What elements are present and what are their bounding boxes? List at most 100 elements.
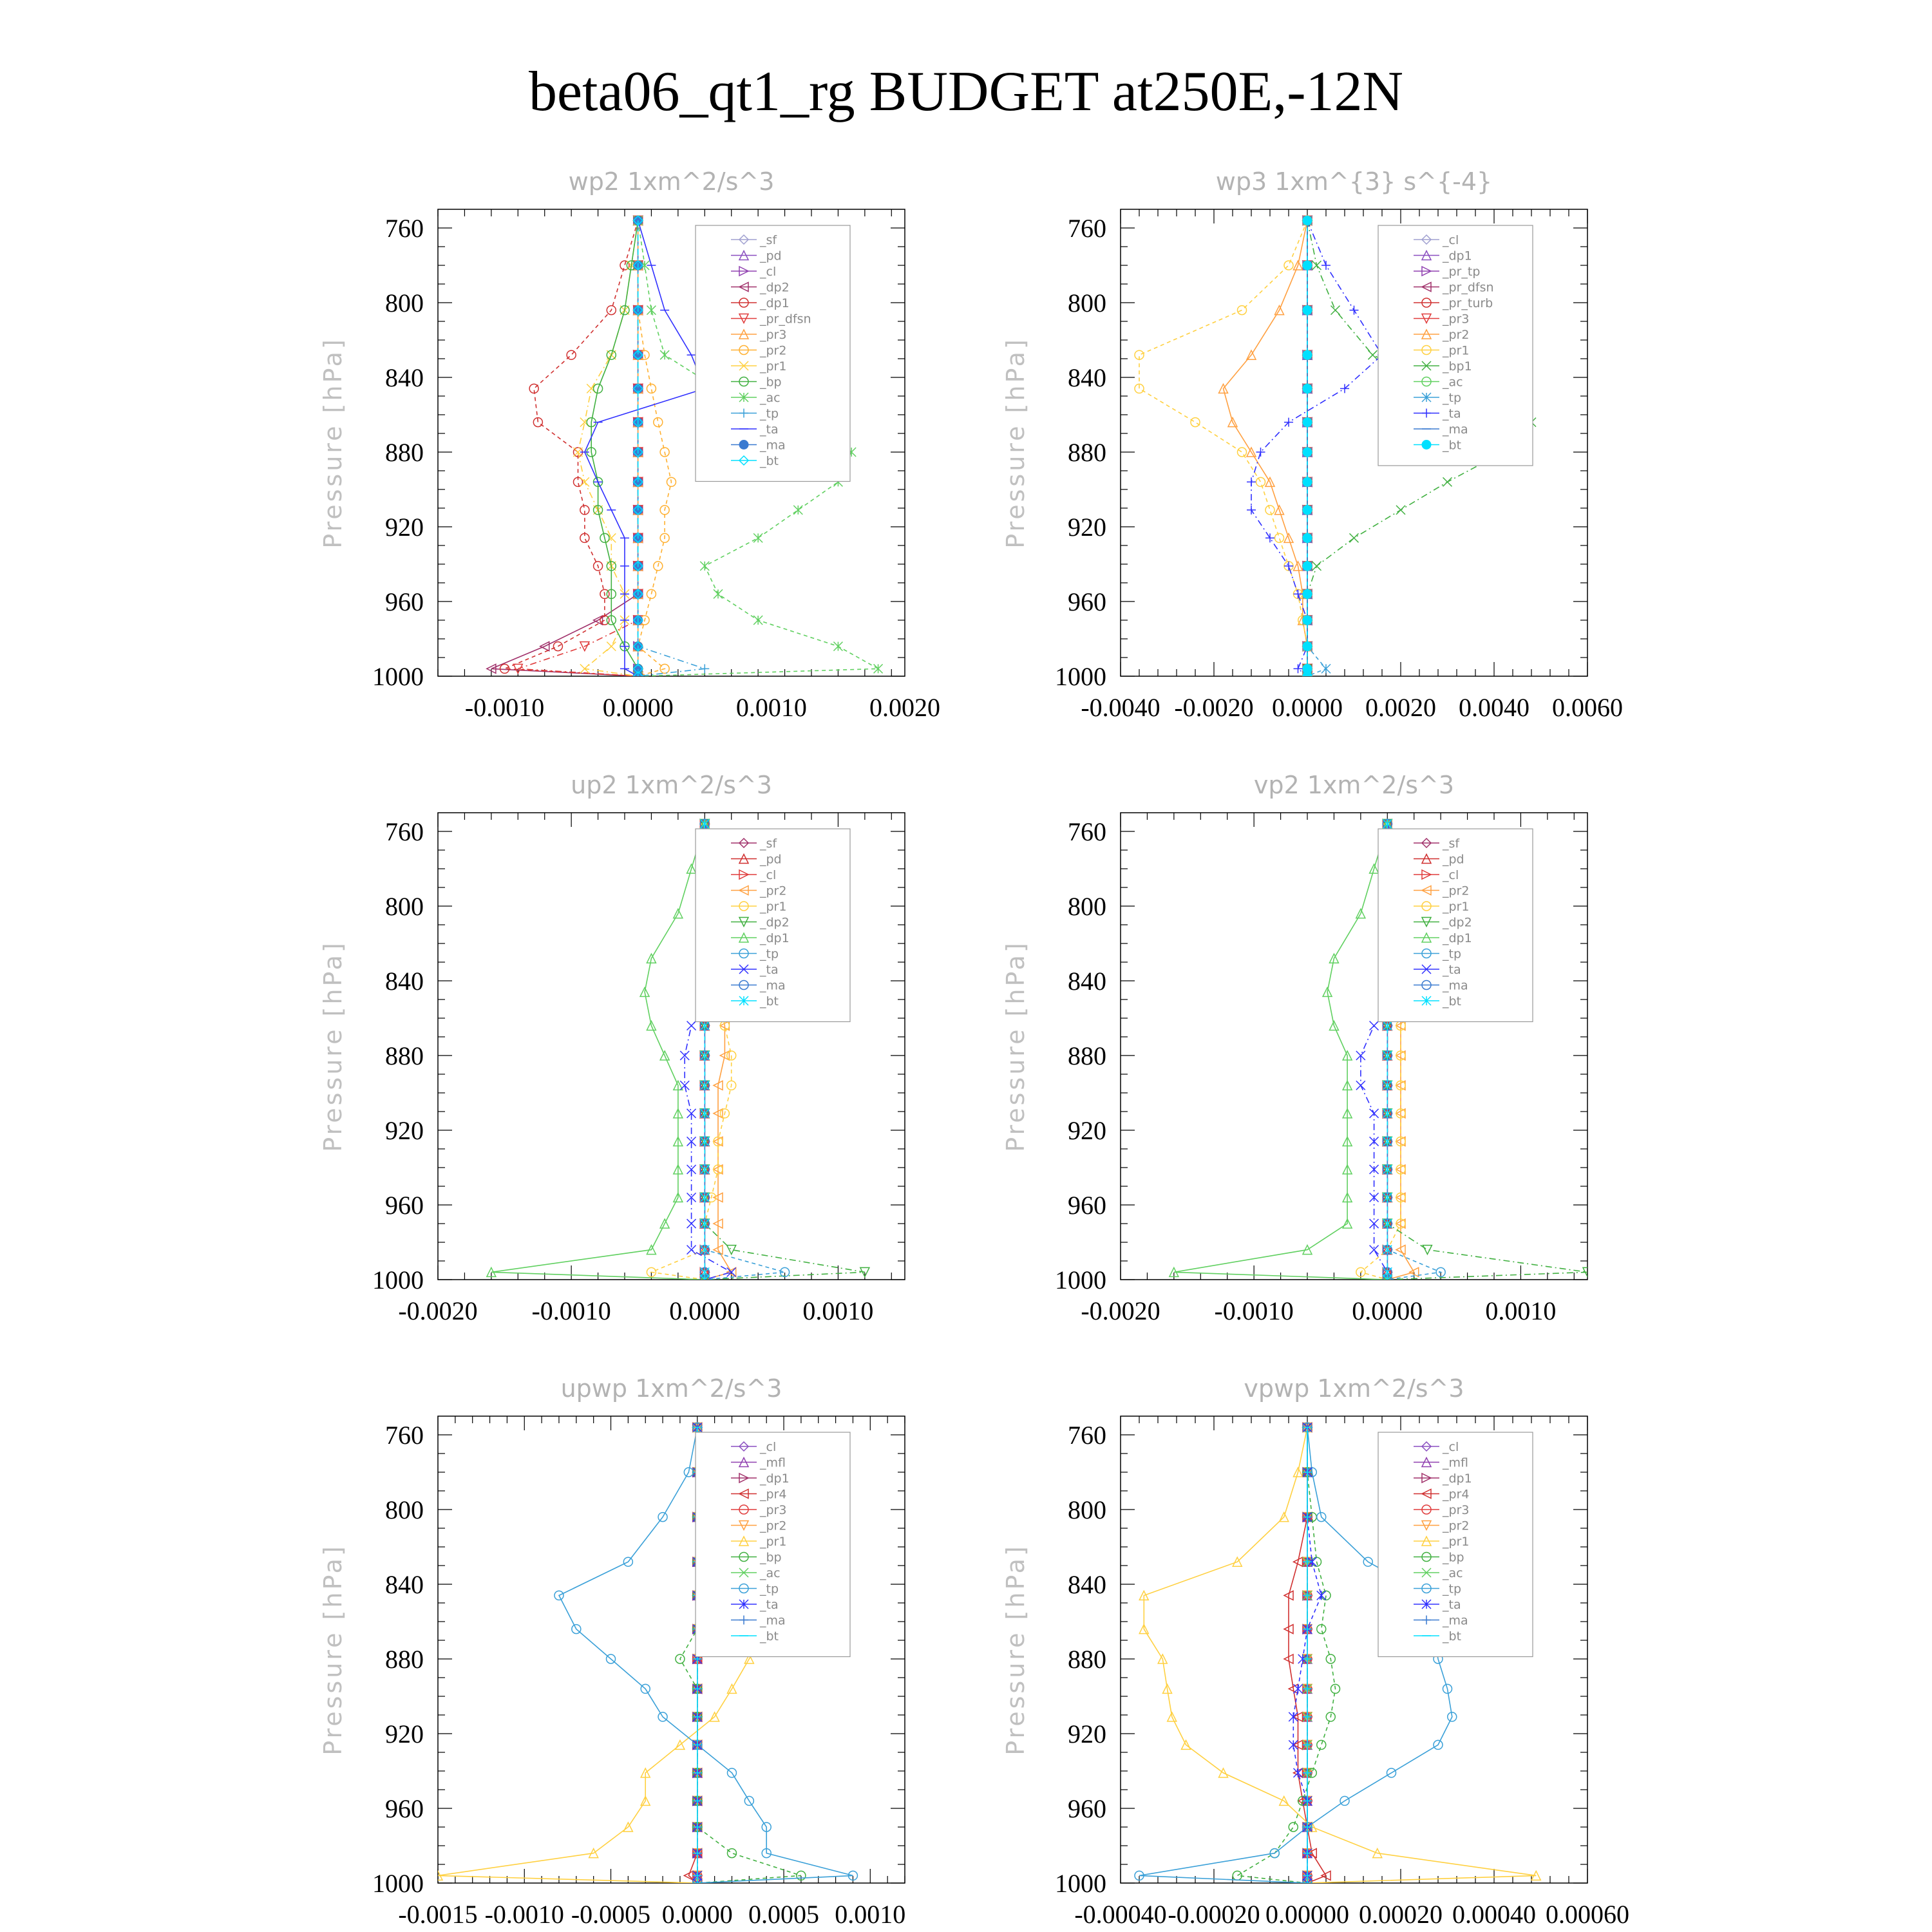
data-point	[1134, 350, 1144, 360]
y-tick-label: 960	[1068, 1794, 1106, 1823]
data-point	[1341, 1079, 1353, 1091]
legend-label: _pr_tp	[1442, 265, 1480, 279]
data-point	[632, 670, 643, 676]
legend-label: _pr4	[759, 1488, 786, 1502]
data-point	[606, 641, 616, 652]
legend-marker	[739, 948, 749, 959]
data-point	[873, 663, 884, 674]
series-group	[486, 214, 884, 676]
legend-marker	[1421, 234, 1432, 245]
y-tick-label: 800	[385, 289, 424, 317]
legend-label: _ac	[759, 391, 781, 405]
series-line-tp	[1139, 1427, 1453, 1883]
data-point	[1341, 1191, 1353, 1203]
x-tick-label: -0.0020	[1174, 693, 1253, 722]
data-point	[1245, 349, 1257, 360]
y-tick-label: 760	[1068, 214, 1106, 243]
data-point	[679, 1080, 690, 1090]
legend-marker	[1421, 1535, 1432, 1546]
data-point	[700, 664, 710, 674]
legend-marker	[1421, 901, 1432, 911]
data-point	[659, 663, 670, 674]
legend-label: _pr3	[759, 1503, 786, 1517]
y-tick-label: 840	[1068, 363, 1106, 392]
data-point	[632, 446, 643, 458]
data-point	[1356, 1080, 1366, 1090]
y-tick-label: 1000	[372, 1265, 424, 1294]
data-point	[659, 447, 670, 457]
x-tick-label: 0.0010	[1485, 1296, 1556, 1325]
data-point	[1302, 561, 1312, 571]
y-tick-label: 920	[1068, 1116, 1106, 1145]
data-point	[1382, 1050, 1392, 1061]
legend-label: _bp	[759, 1551, 782, 1565]
x-tick-label: 0.0010	[835, 1900, 905, 1929]
x-tick-label: 0.0000	[669, 1296, 740, 1325]
legend-marker	[739, 980, 749, 990]
data-point	[1166, 1711, 1177, 1722]
legend-marker	[1421, 1441, 1432, 1452]
data-point	[632, 305, 643, 316]
legend-label: _dp1	[759, 931, 790, 945]
data-point	[1382, 1245, 1392, 1255]
legend-marker	[738, 281, 749, 292]
legend-label: _pr_turb	[1442, 296, 1493, 310]
legend-marker	[1421, 1488, 1432, 1499]
data-point	[573, 477, 583, 488]
data-point	[1311, 561, 1322, 571]
legend-marker	[739, 265, 750, 277]
figure-title: beta06_qt1_rg BUDGET at250E,-12N	[528, 61, 1404, 123]
legend-marker	[739, 1567, 749, 1578]
y-tick-label: 880	[1068, 1645, 1106, 1674]
y-tick-label: 960	[385, 1191, 424, 1220]
data-point	[1396, 1050, 1406, 1061]
legend-label: _ta	[1442, 1598, 1461, 1612]
y-tick-label: 880	[385, 438, 424, 467]
data-point	[1435, 1267, 1446, 1278]
data-point	[1369, 1021, 1379, 1031]
y-tick-label: 760	[1068, 1421, 1106, 1450]
legend-marker	[1421, 249, 1432, 261]
legend-marker	[738, 916, 750, 928]
data-point	[1311, 260, 1322, 270]
data-point	[1369, 1164, 1379, 1175]
data-point	[605, 1654, 616, 1664]
y-tick-label: 880	[385, 1645, 424, 1674]
legend-label: _bt	[1442, 1629, 1461, 1643]
data-point	[1316, 1739, 1327, 1750]
data-point	[709, 1711, 720, 1722]
y-tick-label: 840	[1068, 967, 1106, 996]
series-line-pr1	[577, 220, 639, 676]
legend-label: _bt	[759, 1629, 779, 1643]
legend-label: _ma	[759, 979, 786, 993]
data-point	[620, 260, 630, 270]
data-point	[687, 1136, 697, 1146]
data-point	[1264, 476, 1276, 488]
x-tick-label: 0.0010	[736, 693, 807, 722]
legend-label: _dp1	[1442, 249, 1472, 263]
legend-marker	[1421, 345, 1432, 355]
data-point	[1372, 1847, 1383, 1859]
data-point	[1157, 1653, 1168, 1664]
data-point	[553, 641, 564, 652]
legend-label: _mfl	[759, 1456, 786, 1470]
data-point	[1293, 589, 1303, 599]
data-point	[646, 589, 657, 600]
legend-marker	[739, 392, 749, 402]
series-line-ac	[637, 220, 880, 676]
data-point	[592, 561, 603, 571]
series-line-pr2	[1222, 220, 1308, 676]
legend-marker	[738, 313, 750, 325]
panel-title: vpwp 1xm^2/s^3	[1244, 1374, 1464, 1403]
data-point	[726, 1848, 737, 1859]
legend-marker	[1421, 1472, 1432, 1484]
legend-label: _pr1	[1442, 900, 1469, 914]
legend-marker	[1421, 1583, 1432, 1594]
legend-label: _pr4	[1442, 1488, 1469, 1502]
x-tick-label: -0.0020	[398, 1296, 477, 1325]
data-point	[1232, 1556, 1243, 1567]
data-point	[1396, 1136, 1406, 1147]
data-point	[1329, 952, 1340, 963]
data-point	[1341, 1164, 1353, 1175]
data-point	[1302, 615, 1312, 625]
